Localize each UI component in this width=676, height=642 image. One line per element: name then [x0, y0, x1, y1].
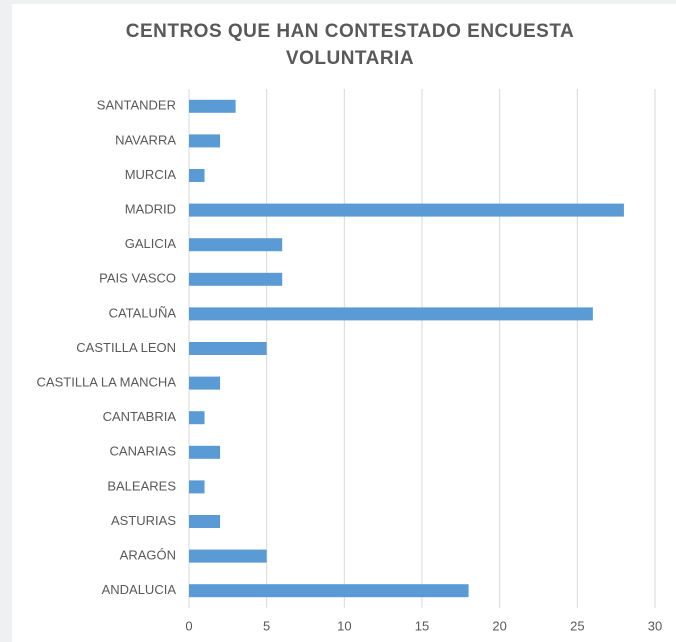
bar	[189, 134, 221, 148]
y-tick-label: CANARIAS	[110, 444, 177, 459]
y-tick-label: PAIS VASCO	[99, 271, 176, 286]
x-tick-label: 5	[263, 618, 270, 633]
bar	[189, 238, 283, 252]
bar	[189, 307, 593, 321]
y-tick-label: NAVARRA	[115, 132, 176, 147]
bar	[189, 549, 267, 563]
x-tick-label: 0	[185, 618, 192, 633]
bar	[189, 445, 221, 459]
bar	[189, 169, 205, 182]
bar	[189, 584, 469, 598]
y-tick-label: MURCIA	[125, 167, 177, 182]
x-tick-label: 15	[415, 618, 429, 633]
y-tick-label: ASTURIAS	[111, 513, 176, 528]
bar	[189, 272, 283, 286]
y-tick-label: CATALUÑA	[109, 305, 177, 320]
x-tick-label: 10	[337, 618, 351, 633]
y-tick-label: ARAGÓN	[120, 548, 176, 563]
bar	[189, 480, 205, 494]
y-tick-label: CASTILLA LA MANCHA	[37, 375, 177, 390]
x-tick-label: 20	[492, 618, 506, 633]
y-tick-label: GALICIA	[125, 236, 177, 251]
bar	[189, 203, 624, 217]
y-tick-label: CANTABRIA	[103, 409, 177, 424]
y-tick-label: SANTANDER	[97, 98, 176, 113]
y-tick-label: CASTILLA LEON	[76, 340, 176, 355]
y-tick-label: BALEARES	[107, 478, 176, 493]
chart-title: CENTROS QUE HAN CONTESTADO ENCUESTA VOLU…	[125, 21, 575, 69]
bar	[189, 342, 267, 355]
y-tick-label: ANDALUCIA	[102, 582, 177, 597]
x-tick-label: 30	[648, 618, 662, 633]
x-tick-label: 25	[570, 618, 584, 633]
bar	[189, 99, 236, 113]
bar	[189, 411, 205, 425]
y-tick-label: MADRID	[125, 202, 176, 217]
bar	[189, 376, 221, 390]
bar	[189, 515, 221, 528]
